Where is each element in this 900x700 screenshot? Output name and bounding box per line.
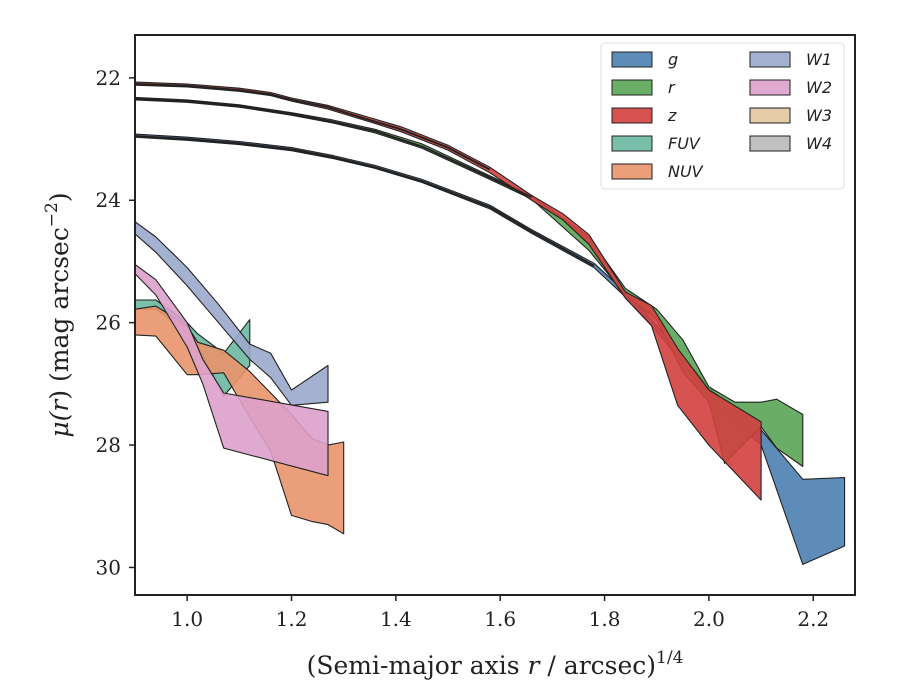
- legend-label-nuv: NUV: [668, 162, 704, 181]
- legend-label-w4: W4: [806, 134, 832, 153]
- legend-label-w3: W3: [806, 106, 832, 125]
- y-axis-ticks: 22 24 26 28 30: [96, 66, 135, 579]
- legend-swatch-g: [611, 51, 653, 68]
- y-tick-label: 22: [96, 66, 121, 90]
- legend: grz FUV NUV W1 W2 W3 W4: [600, 42, 845, 190]
- x-tick-label: 2.2: [797, 607, 829, 631]
- y-tick-label: 28: [96, 433, 121, 457]
- y-tick-label: 26: [96, 311, 121, 335]
- x-tick-label: 1.6: [484, 607, 516, 631]
- band-w1: [135, 221, 329, 406]
- median-line-0: [135, 135, 595, 267]
- x-tick-label: 1.0: [171, 607, 203, 631]
- band-areas: [135, 81, 846, 565]
- legend-swatch-nuv: [611, 163, 653, 180]
- median-line-1: [135, 97, 532, 199]
- band-g: [135, 133, 846, 565]
- legend-swatch-z: [611, 107, 653, 124]
- x-axis-label: (Semi-major axis r / arcsec)1/4: [307, 648, 684, 680]
- x-tick-label: 1.4: [380, 607, 412, 631]
- x-tick-label: 1.8: [589, 607, 621, 631]
- legend-label-r: r: [668, 78, 676, 97]
- legend-label-g: g: [668, 50, 678, 69]
- y-tick-label: 24: [96, 188, 121, 212]
- legend-swatch-w2: [749, 79, 791, 96]
- y-tick-label: 30: [96, 555, 121, 579]
- x-tick-label: 1.2: [276, 607, 308, 631]
- legend-swatch-w3: [749, 107, 791, 124]
- band-w2: [135, 263, 329, 477]
- legend-swatch-fuv: [611, 135, 653, 152]
- x-axis-ticks: 1.0 1.2 1.4 1.6 1.8 2.0 2.2: [171, 595, 829, 631]
- x-tick-label: 2.0: [693, 607, 725, 631]
- legend-label-z: z: [667, 106, 677, 125]
- median-lines: [135, 83, 595, 267]
- median-line-2: [135, 83, 491, 171]
- legend-label-w2: W2: [806, 78, 832, 97]
- legend-swatch-r: [611, 79, 653, 96]
- legend-label-fuv: FUV: [668, 134, 701, 153]
- y-axis-label: μ(r) (mag arcsec−2): [42, 192, 74, 437]
- legend-swatch-w1: [749, 51, 791, 68]
- legend-swatch-w4: [749, 135, 791, 152]
- legend-label-w1: W1: [806, 50, 832, 69]
- plot-frame: [134, 34, 856, 596]
- band-z: [135, 81, 762, 501]
- band-nuv: [135, 305, 345, 535]
